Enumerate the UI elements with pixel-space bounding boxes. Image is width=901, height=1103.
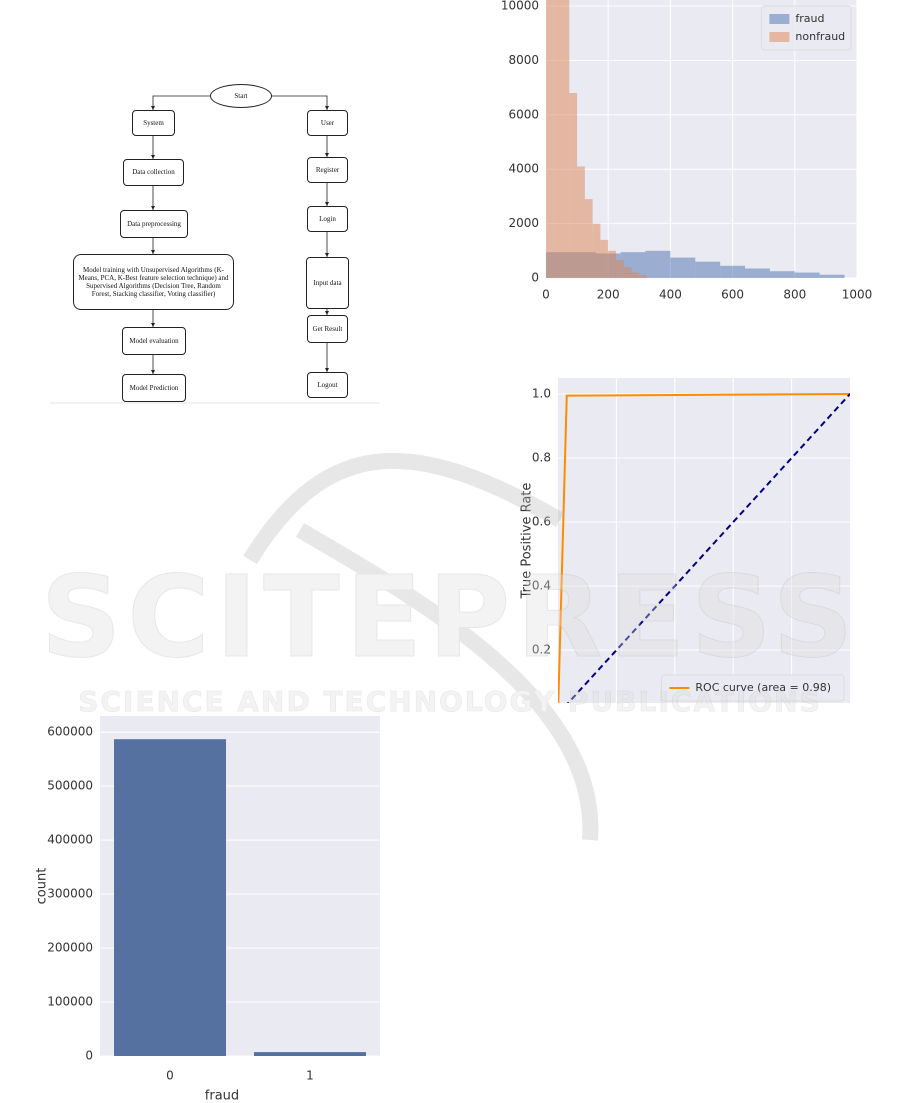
y-tick-label: 0.4 — [532, 579, 551, 593]
x-axis-label: fraud — [205, 1089, 239, 1103]
hist-bar — [794, 272, 820, 278]
flow-arrows — [50, 95, 380, 404]
watermark-subtitle: SCIENCE AND TECHNOLOGY PUBLICATIONS — [78, 685, 822, 718]
chart: 0 2000 4000 6000 8000 10000 0 200 400 600 800 1000 f… — [501, 0, 872, 302]
legend-label: nonfraud — [795, 30, 845, 43]
chart: 0 100000 200000 300000 400000 500000 600000 0 1 f… — [35, 716, 380, 1103]
hist-bar — [720, 265, 746, 278]
hist-bar — [631, 272, 640, 278]
hist-bar — [615, 260, 624, 278]
y-tick-label: 0.2 — [532, 643, 551, 657]
flow-node: Register — [307, 157, 348, 183]
y-tick-label: 10000 — [501, 0, 539, 13]
hist-bar — [546, 0, 554, 278]
flow-node: Data preprocessing — [120, 210, 188, 238]
x-tick-label: 400 — [659, 288, 682, 302]
y-tick-label: 1.0 — [532, 387, 551, 401]
flow-node: Start — [210, 84, 272, 108]
line — [558, 393, 850, 703]
flow-node: Data collection — [123, 159, 184, 186]
flow-node: Model evaluation — [122, 327, 186, 355]
y-axis-label: True Positive Rate — [520, 483, 535, 600]
x-tick-label: 800 — [783, 288, 806, 302]
flow-node: Input data — [306, 257, 349, 309]
y-tick-label: 0 — [531, 271, 539, 285]
flow-node: Model Prediction — [122, 374, 186, 402]
legend-label: fraud — [795, 12, 824, 25]
legend-swatch — [769, 14, 790, 24]
chart: 0.2 0.4 0.6 0.8 1.0 True Positive Rate ROC cur… — [520, 378, 850, 703]
bar — [114, 739, 226, 1056]
hist-bar — [819, 274, 845, 278]
x-tick-label: 1000 — [842, 288, 873, 302]
hist-bar — [553, 0, 562, 278]
x-tick-label: 0 — [166, 1069, 174, 1083]
y-tick-label: 8000 — [508, 53, 539, 67]
y-tick-label: 500000 — [47, 779, 93, 793]
watermark-title: SCITEPRESS — [41, 553, 860, 683]
hist-bar — [569, 93, 578, 278]
flow-node: System — [132, 110, 175, 136]
hist-bar — [769, 271, 795, 278]
hist-bar — [561, 0, 570, 278]
grid — [558, 378, 850, 703]
hist-bar — [645, 250, 671, 278]
hist-bar — [592, 223, 601, 278]
y-tick-label: 300000 — [47, 887, 93, 901]
legend: fraud nonfraud — [760, 5, 852, 51]
plot-background — [558, 378, 850, 703]
y-tick-label: 0 — [85, 1049, 93, 1063]
y-tick-label: 600000 — [47, 725, 93, 739]
y-tick-label: 4000 — [508, 162, 539, 176]
hist-bar — [745, 268, 770, 278]
hist-bar — [670, 257, 696, 278]
hist-bar — [623, 267, 632, 278]
x-tick-label: 600 — [721, 288, 744, 302]
flow-node: Get Result — [307, 315, 348, 343]
hist-bar — [639, 275, 648, 278]
line — [566, 393, 850, 703]
bar — [254, 1052, 366, 1056]
watermark-swoosh — [243, 452, 599, 841]
x-tick-label: 0 — [542, 288, 550, 302]
flow-node: User — [307, 110, 348, 136]
flow-node: Model training with Unsupervised Algorit… — [73, 254, 234, 310]
x-tick-label: 200 — [597, 288, 620, 302]
legend-swatch — [769, 32, 790, 42]
y-tick-label: 400000 — [47, 833, 93, 847]
y-tick-label: 0.6 — [532, 515, 551, 529]
arrow — [151, 95, 210, 110]
flow-node: Login — [307, 206, 348, 232]
marks — [558, 393, 850, 703]
hist-bar — [577, 166, 585, 278]
hist-bar — [584, 199, 593, 278]
y-tick-label: 0.8 — [532, 451, 551, 465]
legend-box — [660, 674, 845, 702]
x-tick-label: 1 — [306, 1069, 314, 1083]
arrow — [272, 95, 329, 110]
flow-node: Logout — [307, 372, 348, 398]
y-tick-label: 100000 — [47, 995, 93, 1009]
hist-bar — [600, 239, 609, 278]
y-tick-label: 200000 — [47, 941, 93, 955]
hist-bar — [695, 261, 721, 278]
marks — [114, 739, 366, 1056]
y-axis-label: count — [35, 868, 50, 905]
y-tick-label: 6000 — [508, 107, 539, 121]
legend-label: ROC curve (area = 0.98) — [695, 681, 831, 694]
legend: ROC curve (area = 0.98) — [660, 674, 845, 702]
marks — [546, 0, 845, 278]
hist-bar — [608, 250, 616, 278]
y-tick-label: 2000 — [508, 216, 539, 230]
